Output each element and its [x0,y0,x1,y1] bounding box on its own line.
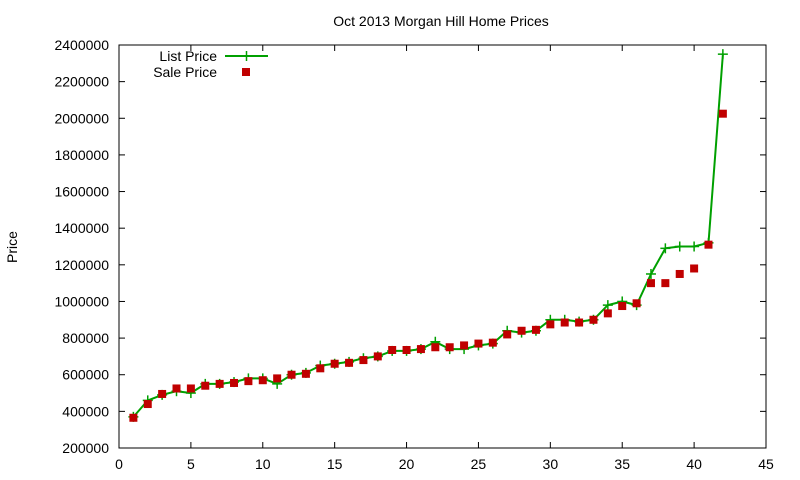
sale-price-point [460,341,469,350]
series-list-price [128,49,728,422]
y-tick-label: 2000000 [54,110,109,126]
list-price-point [674,241,685,252]
sale-price-point [230,378,239,387]
legend: List Price Sale Price [153,48,268,80]
x-tick-label: 10 [255,456,271,472]
sale-price-point [316,364,325,373]
sale-price-point [273,374,282,383]
legend-sale-price-marker [242,68,250,76]
sale-price-point [301,369,310,378]
list-price-line [132,54,724,418]
sale-price-point [129,413,138,422]
y-tick-label: 1200000 [54,257,109,273]
sale-price-point [373,352,382,361]
sale-price-point [359,356,368,365]
sale-price-point [718,109,727,118]
axis-ticks: 0 5 10 15 20 25 30 35 40 45 200000 400000 600000 8000… [54,37,774,472]
sale-price-point [618,302,627,311]
sale-price-point [186,384,195,393]
y-tick-label: 2200000 [54,74,109,90]
legend-sale-price-label: Sale Price [153,64,217,80]
x-tick-label: 0 [115,456,123,472]
x-tick-label: 15 [327,456,343,472]
y-tick-label: 1800000 [54,147,109,163]
sale-price-point [646,279,655,288]
sale-price-point [632,299,641,308]
list-price-point [717,49,728,60]
list-price-point [689,241,700,252]
sale-price-point [402,345,411,354]
sale-price-point [445,343,454,352]
sale-price-point [244,377,253,386]
y-tick-label: 200000 [62,440,109,456]
sale-price-point [575,318,584,327]
sale-price-point [474,339,483,348]
sale-price-point [560,318,569,327]
sale-price-point [287,370,296,379]
sale-price-point [172,384,181,393]
x-tick-label: 35 [614,456,630,472]
sale-price-point [258,376,267,385]
sale-price-point [388,345,397,354]
sale-price-point [416,345,425,354]
sale-price-point [690,264,699,273]
legend-list-price-marker [241,51,252,61]
x-tick-label: 5 [187,456,195,472]
sale-price-point [431,343,440,352]
sale-price-point [603,309,612,318]
list-price-point [602,300,613,311]
sale-price-point [158,389,167,398]
sale-price-point [589,315,598,324]
sale-price-point [546,320,555,329]
sale-price-point [143,400,152,409]
sale-price-point [345,358,354,367]
sale-price-point [201,381,210,390]
x-tick-label: 25 [471,456,487,472]
y-tick-label: 1400000 [54,220,109,236]
sale-price-point [503,330,512,339]
list-price-point [645,268,656,279]
y-tick-label: 600000 [62,367,109,383]
x-tick-label: 45 [758,456,774,472]
legend-list-price-label: List Price [159,48,217,64]
sale-price-point [661,279,670,288]
chart-title: Oct 2013 Morgan Hill Home Prices [333,13,549,29]
x-tick-label: 40 [686,456,702,472]
y-tick-label: 800000 [62,330,109,346]
y-tick-label: 1000000 [54,293,109,309]
y-tick-label: 400000 [62,403,109,419]
sale-price-point [675,269,684,278]
sale-price-point [330,359,339,368]
plot-frame [118,44,767,449]
x-tick-label: 30 [543,456,559,472]
sale-price-point [517,326,526,335]
sale-price-point [215,379,224,388]
y-axis-label: Price [4,231,20,263]
sale-price-point [488,338,497,347]
y-tick-label: 1600000 [54,184,109,200]
sale-price-point [531,325,540,334]
x-tick-label: 20 [399,456,415,472]
series-sale-price [129,109,727,422]
list-price-point [660,243,671,254]
y-tick-label: 2400000 [54,37,109,53]
sale-price-point [704,240,713,249]
